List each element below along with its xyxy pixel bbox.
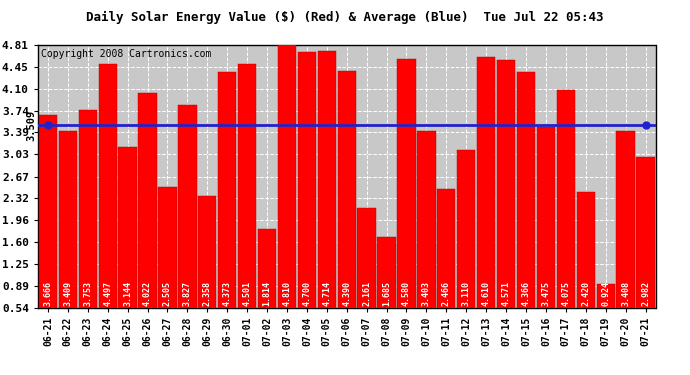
Bar <box>317 51 336 341</box>
Bar <box>238 64 256 341</box>
Text: 4.700: 4.700 <box>302 281 311 306</box>
Bar <box>139 93 157 341</box>
Bar <box>119 147 137 341</box>
Bar <box>457 150 475 341</box>
Text: 4.366: 4.366 <box>522 281 531 306</box>
Bar <box>178 105 197 341</box>
Bar <box>557 90 575 341</box>
Text: 3.827: 3.827 <box>183 281 192 306</box>
Text: 3.666: 3.666 <box>43 281 52 306</box>
Bar <box>517 72 535 341</box>
Text: 3.408: 3.408 <box>621 281 630 306</box>
Text: 4.022: 4.022 <box>143 281 152 306</box>
Bar <box>577 192 595 341</box>
Bar <box>437 189 455 341</box>
Text: 2.505: 2.505 <box>163 281 172 306</box>
Text: 4.390: 4.390 <box>342 281 351 306</box>
Bar <box>218 72 237 341</box>
Bar <box>59 131 77 341</box>
Text: 4.075: 4.075 <box>562 281 571 306</box>
Text: 3.110: 3.110 <box>462 281 471 306</box>
Text: 1.685: 1.685 <box>382 281 391 306</box>
Text: 2.358: 2.358 <box>203 281 212 306</box>
Text: 3.475: 3.475 <box>542 281 551 306</box>
Bar <box>417 132 435 341</box>
Text: 3.753: 3.753 <box>83 281 92 306</box>
Bar <box>597 284 615 341</box>
Bar <box>158 187 177 341</box>
Text: 4.580: 4.580 <box>402 281 411 306</box>
Bar <box>258 229 276 341</box>
Text: 0.924: 0.924 <box>601 281 610 306</box>
Text: 1.814: 1.814 <box>262 281 272 306</box>
Bar <box>198 196 217 341</box>
Bar <box>278 45 296 341</box>
Text: 2.466: 2.466 <box>442 281 451 306</box>
Bar <box>397 59 415 341</box>
Bar <box>99 64 117 341</box>
Text: 3.403: 3.403 <box>422 281 431 306</box>
Bar <box>79 110 97 341</box>
Bar <box>297 52 316 341</box>
Text: 4.501: 4.501 <box>243 281 252 306</box>
Text: 2.161: 2.161 <box>362 281 371 306</box>
Text: 4.497: 4.497 <box>104 281 112 306</box>
Bar <box>497 60 515 341</box>
Text: 2.982: 2.982 <box>641 281 650 306</box>
Bar <box>337 71 356 341</box>
Text: 3.144: 3.144 <box>123 281 132 306</box>
Text: 3.409: 3.409 <box>63 281 72 306</box>
Bar <box>537 127 555 341</box>
Bar <box>636 158 655 341</box>
Text: 4.810: 4.810 <box>282 281 291 306</box>
Text: 4.714: 4.714 <box>322 281 331 306</box>
Bar <box>616 131 635 341</box>
Text: 4.610: 4.610 <box>482 281 491 306</box>
Text: 2.420: 2.420 <box>581 281 590 306</box>
Bar <box>477 57 495 341</box>
Bar <box>39 116 57 341</box>
Bar <box>357 208 376 341</box>
Text: Copyright 2008 Cartronics.com: Copyright 2008 Cartronics.com <box>41 49 211 59</box>
Bar <box>377 237 396 341</box>
Text: 4.571: 4.571 <box>502 281 511 306</box>
Text: Daily Solar Energy Value ($) (Red) & Average (Blue)  Tue Jul 22 05:43: Daily Solar Energy Value ($) (Red) & Ave… <box>86 11 604 24</box>
Text: 4.373: 4.373 <box>223 281 232 306</box>
